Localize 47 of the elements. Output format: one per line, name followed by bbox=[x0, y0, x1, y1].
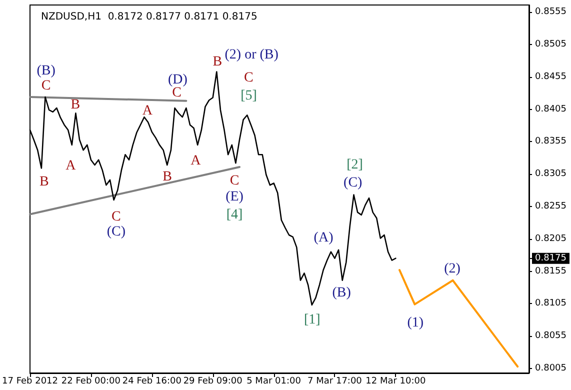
annotation: [5] bbox=[240, 88, 257, 104]
annotation: [4] bbox=[226, 208, 243, 222]
x-tick-label: 5 Mar 01:00 bbox=[246, 376, 302, 386]
x-tick-label: 22 Feb 00:00 bbox=[61, 376, 121, 386]
y-tick-label: 0.8255 bbox=[535, 201, 566, 212]
annotation: (A) bbox=[314, 230, 334, 246]
y-tick-label: 0.8555 bbox=[535, 7, 566, 18]
annotation: [1] bbox=[304, 312, 320, 328]
y-tick-label: 0.8455 bbox=[535, 72, 566, 82]
annotation: (D) bbox=[168, 72, 188, 88]
y-tick-label: 0.8405 bbox=[535, 104, 566, 114]
y-tick-label: 0.8175 bbox=[535, 253, 566, 264]
annotation: C bbox=[172, 86, 182, 100]
y-tick-label: 0.8105 bbox=[535, 298, 566, 309]
x-tick-label: 7 Mar 17:00 bbox=[308, 376, 362, 386]
x-tick-label: 17 Feb 2012 bbox=[2, 376, 58, 386]
x-tick-label: 24 Feb 16:00 bbox=[122, 376, 182, 386]
x-tick-label: 29 Feb 09:00 bbox=[183, 376, 243, 386]
y-tick-label: 0.8505 bbox=[535, 40, 566, 50]
annotation: (C) bbox=[106, 224, 126, 240]
annotation: C bbox=[230, 174, 240, 188]
annotation: B bbox=[212, 54, 222, 70]
annotation: C bbox=[41, 78, 51, 94]
annotation: C bbox=[244, 70, 254, 86]
text: NZDUSD,H1 0.8172 0.8177 0.8171 0.8175 bbox=[41, 12, 258, 22]
annotation: (2) or (B) bbox=[224, 48, 279, 62]
y-tick-label: 0.8355 bbox=[535, 136, 566, 147]
annotation: (2) bbox=[444, 262, 461, 276]
x-tick-label: 12 Mar 10:00 bbox=[366, 376, 426, 386]
annotation: (B) bbox=[332, 286, 352, 300]
annotation: (B) bbox=[36, 64, 56, 78]
annotation: C bbox=[111, 210, 121, 224]
annotation: A bbox=[142, 104, 154, 118]
annotation: B bbox=[70, 98, 80, 112]
annotation: A bbox=[66, 158, 77, 174]
annotation: (1) bbox=[407, 316, 424, 330]
annotation: [2] bbox=[346, 158, 363, 172]
y-tick-label: 0.8155 bbox=[535, 266, 566, 276]
annotation: (C) bbox=[344, 176, 363, 190]
annotation: (E) bbox=[226, 190, 244, 204]
annotation: A bbox=[190, 154, 202, 168]
y-tick-label: 0.8205 bbox=[535, 234, 566, 244]
y-tick-label: 0.8005 bbox=[535, 363, 566, 374]
annotation: B bbox=[162, 170, 172, 184]
annotation: B bbox=[40, 174, 49, 190]
y-tick-label: 0.8305 bbox=[535, 169, 566, 180]
y-tick-label: 0.8055 bbox=[535, 331, 566, 342]
